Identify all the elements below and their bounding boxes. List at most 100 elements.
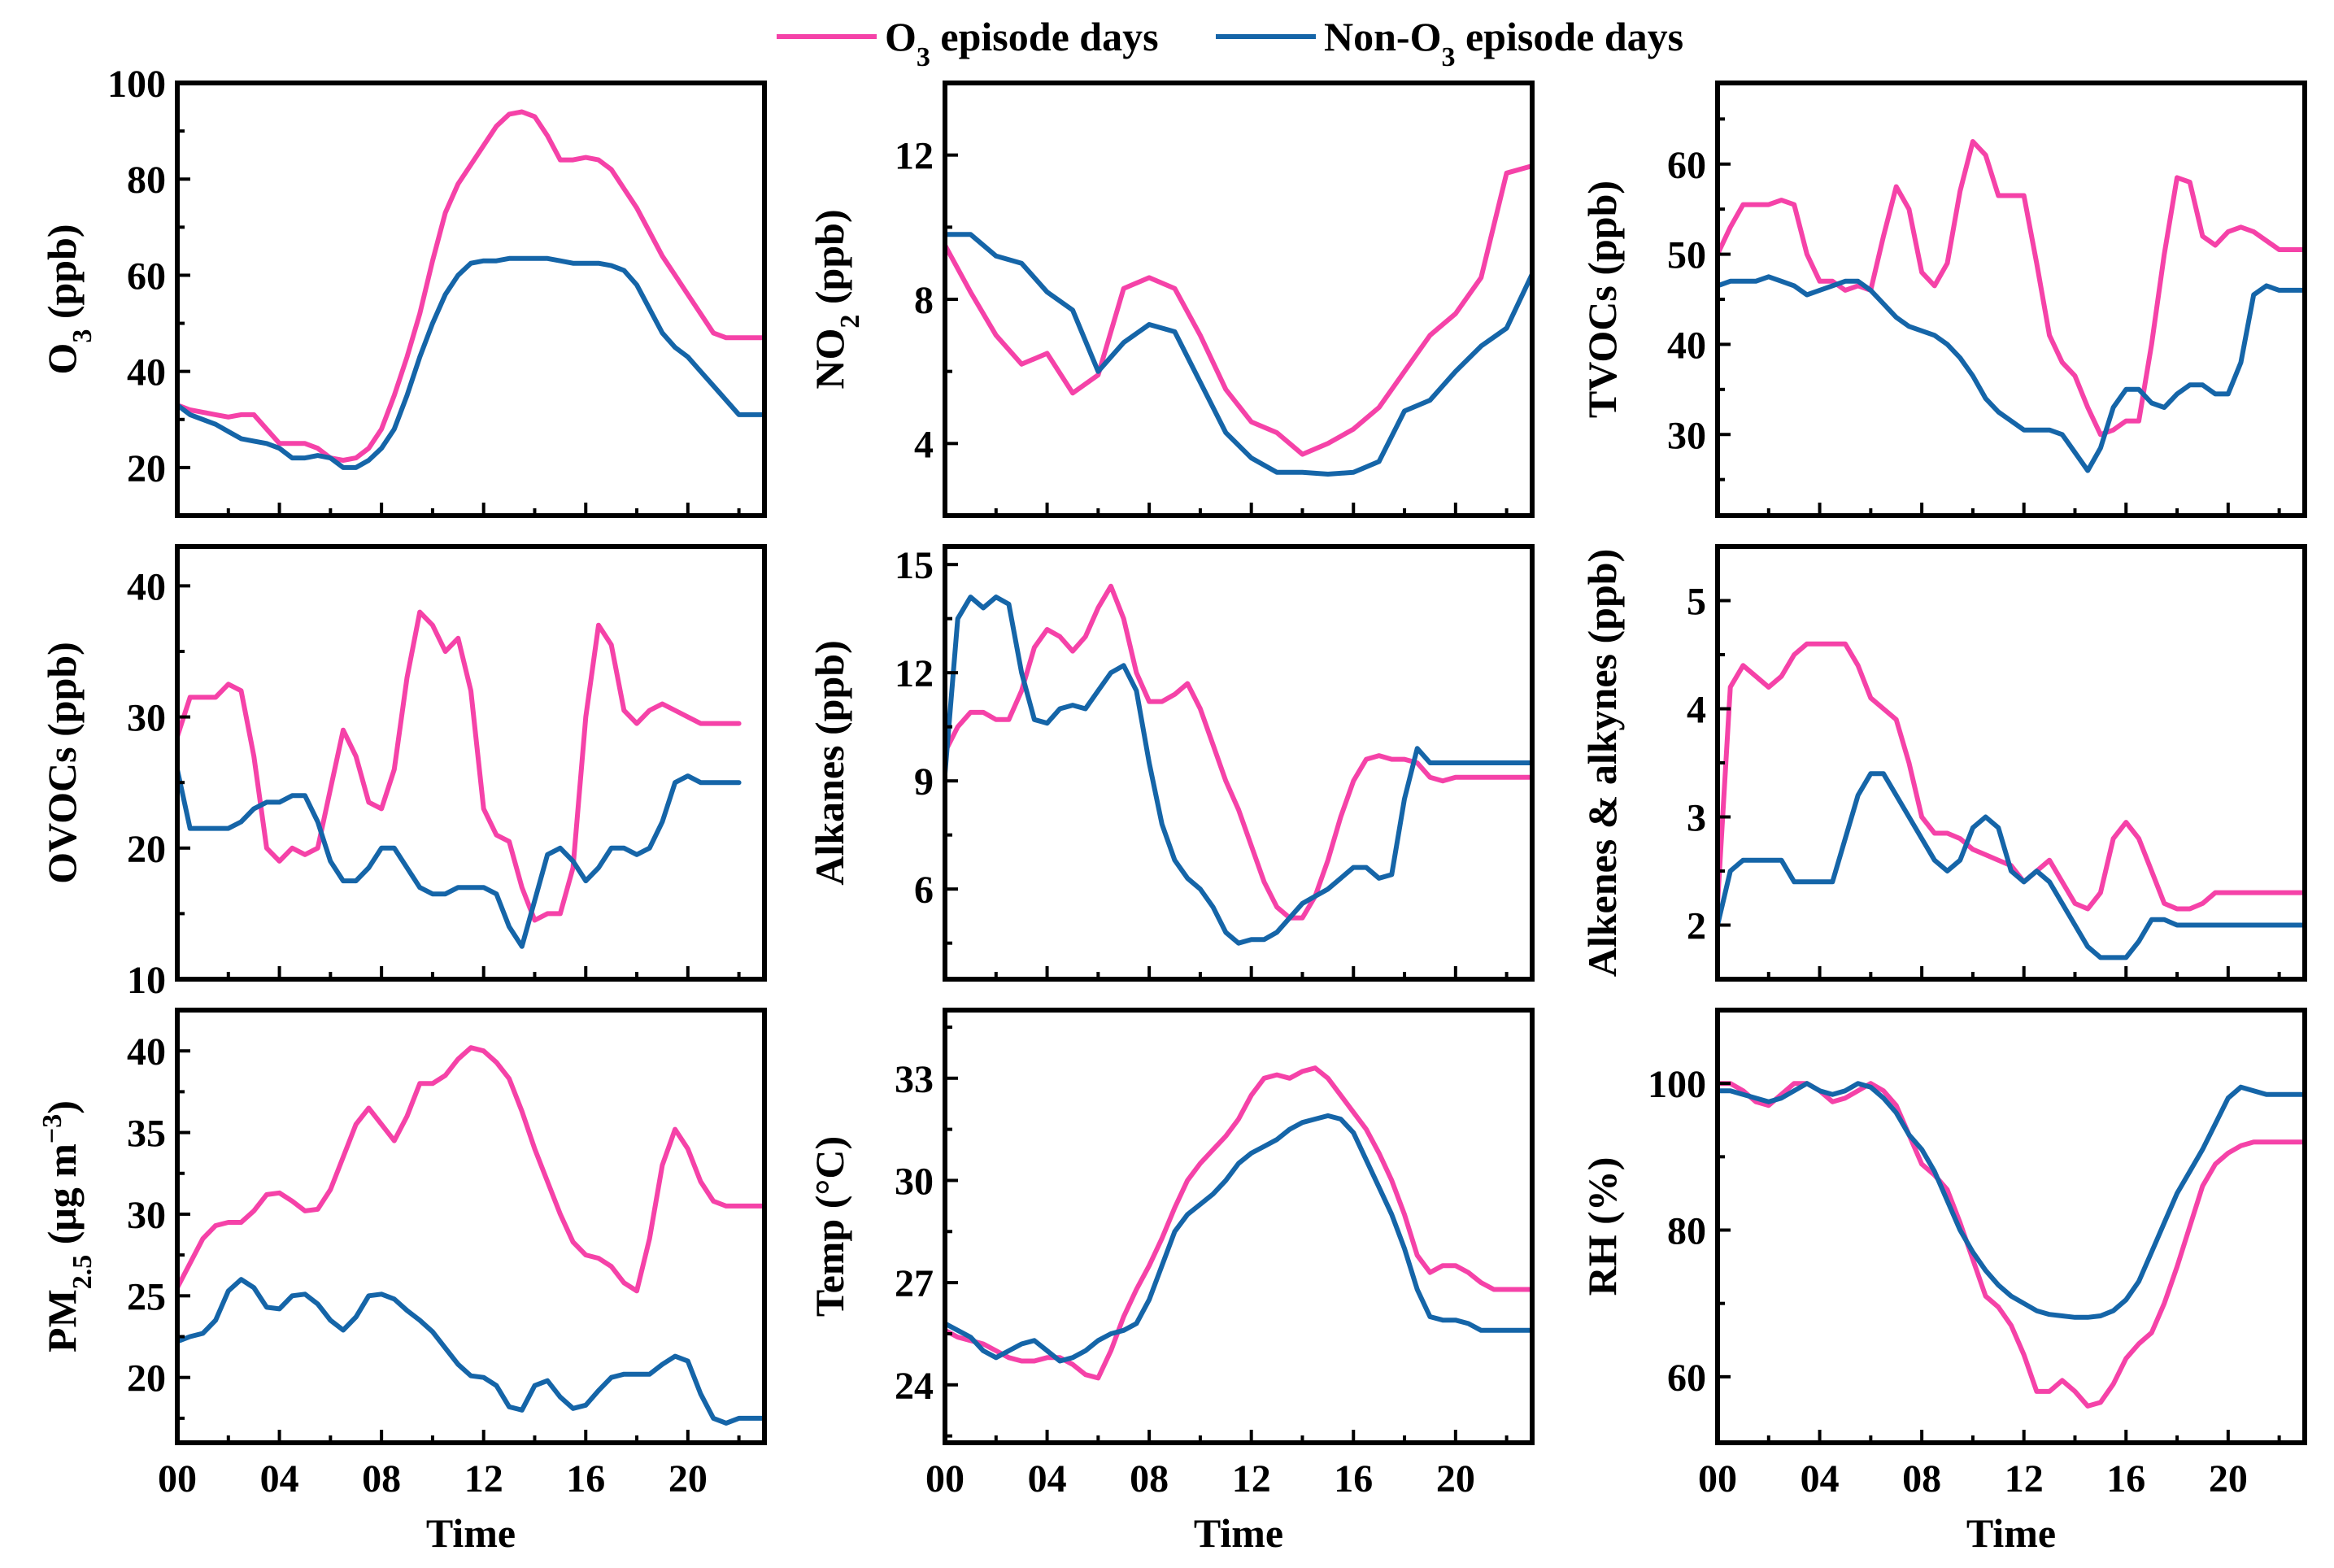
series-line-non-o3-episode — [177, 1277, 764, 1426]
y-tick-label: 60 — [1667, 144, 1706, 187]
y-axis-label: Alkanes (ppb) — [807, 640, 852, 886]
x-tick-label: 12 — [464, 1457, 503, 1500]
series-line-o3-episode — [945, 583, 1532, 921]
x-tick-label: 16 — [566, 1457, 605, 1500]
x-axis-label: Time — [1966, 1510, 2056, 1556]
panel-tvocs: 30 40 50 60 TVOCs (ppb) — [1579, 81, 2307, 518]
panel-alkenes: 2 3 4 5 Alkenes & alkynes (ppb) — [1579, 544, 2307, 982]
plot-frame — [943, 544, 1535, 982]
y-tick-label: 4 — [1687, 689, 1706, 732]
x-tick-label: 08 — [1902, 1457, 1941, 1500]
y-tick-label: 30 — [127, 697, 166, 740]
x-axis-label: Time — [1194, 1510, 1283, 1556]
y-tick-label: 100 — [1648, 1063, 1706, 1106]
x-tick-label: 04 — [1801, 1457, 1840, 1500]
x-tick-label: 20 — [1436, 1457, 1475, 1500]
y-tick-label: 40 — [127, 565, 166, 608]
x-tick-label: 20 — [2209, 1457, 2248, 1500]
series-line-non-o3-episode — [177, 767, 742, 949]
y-tick-label: 20 — [127, 1357, 166, 1400]
plot-frame — [943, 1008, 1535, 1445]
plot-frame — [1715, 1008, 2307, 1445]
y-axis-label: RH (%) — [1579, 1157, 1625, 1296]
y-tick-label: 35 — [127, 1113, 166, 1156]
y-tick-label: 40 — [127, 351, 166, 394]
y-tick-label: 60 — [127, 255, 166, 298]
plot-frame — [1715, 544, 2307, 982]
series-line-non-o3-episode — [945, 595, 1532, 946]
y-tick-label: 24 — [895, 1365, 934, 1408]
y-tick-label: 40 — [127, 1030, 166, 1074]
y-tick-label: 50 — [1667, 234, 1706, 277]
series-line-non-o3-episode — [1718, 771, 2305, 960]
y-tick-label: 20 — [127, 447, 166, 490]
y-tick-label: 3 — [1687, 797, 1706, 840]
panel-o3: 20 40 60 80 100 O3 (ppb) — [39, 63, 767, 518]
series-line-o3-episode — [1718, 1081, 2305, 1409]
series-line-o3-episode — [945, 1065, 1532, 1381]
x-tick-label: 04 — [1028, 1457, 1067, 1500]
y-axis-label: OVOCs (ppb) — [39, 642, 85, 884]
y-tick-label: 30 — [895, 1160, 934, 1203]
legend: O3 episode days Non-O3 episode days — [777, 14, 1683, 72]
y-tick-label: 27 — [895, 1262, 934, 1305]
x-tick-label: 00 — [158, 1457, 197, 1500]
y-tick-label: 12 — [895, 135, 934, 178]
plot-frame — [943, 81, 1535, 518]
y-axis-label: NO2 (ppb) — [807, 209, 865, 389]
y-tick-label: 30 — [1667, 414, 1706, 457]
series-line-non-o3-episode — [945, 232, 1532, 477]
x-tick-label: 12 — [2005, 1457, 2044, 1500]
x-tick-label: 20 — [668, 1457, 708, 1500]
x-tick-label: 08 — [362, 1457, 401, 1500]
legend-label-non-o3: Non-O3 episode days — [1324, 14, 1683, 72]
y-tick-label: 5 — [1687, 581, 1706, 624]
x-tick-label: 16 — [2106, 1457, 2145, 1500]
y-axis-label: O3 (ppb) — [39, 224, 98, 374]
y-tick-label: 8 — [914, 279, 934, 322]
plot-frame — [175, 81, 767, 518]
x-tick-label: 08 — [1130, 1457, 1169, 1500]
y-tick-label: 6 — [914, 869, 934, 912]
panel-pm25: 20 25 30 35 40 00 04 08 12 16 20 Time PM2.5 (μg m−3) — [37, 1008, 767, 1556]
x-tick-label: 12 — [1232, 1457, 1271, 1500]
y-tick-label: 2 — [1687, 905, 1706, 948]
x-axis-label: Time — [426, 1510, 516, 1556]
panel-rh: 60 80 100 00 04 08 12 16 20 Time RH (%) — [1579, 1008, 2307, 1556]
series-line-o3-episode — [177, 1045, 764, 1294]
y-tick-label: 80 — [127, 159, 166, 202]
series-line-o3-episode — [945, 163, 1532, 457]
series-line-o3-episode — [177, 109, 764, 463]
series-line-non-o3-episode — [177, 255, 764, 470]
y-axis-label: PM2.5 (μg m−3) — [37, 1100, 98, 1352]
y-tick-label: 4 — [914, 423, 934, 466]
panel-no2: 4 8 12 NO2 (ppb) — [807, 81, 1535, 518]
series-line-non-o3-episode — [945, 1113, 1532, 1364]
plot-frame — [175, 1008, 767, 1445]
y-tick-label: 25 — [127, 1275, 166, 1318]
series-line-o3-episode — [177, 609, 742, 923]
y-tick-label: 10 — [127, 959, 166, 1002]
y-tick-label: 40 — [1667, 324, 1706, 367]
x-tick-label: 00 — [1698, 1457, 1737, 1500]
series-line-non-o3-episode — [1718, 274, 2305, 473]
y-tick-label: 100 — [107, 63, 166, 106]
y-tick-label: 33 — [895, 1058, 934, 1101]
plot-frame — [175, 544, 767, 982]
y-axis-label: Temp (°C) — [807, 1136, 852, 1317]
legend-label-o3: O3 episode days — [885, 14, 1159, 72]
series-line-non-o3-episode — [1718, 1081, 2305, 1320]
y-axis-label: Alkenes & alkynes (ppb) — [1579, 549, 1625, 978]
x-tick-label: 00 — [925, 1457, 965, 1500]
panel-temp: 24 27 30 33 00 04 08 12 16 20 Time Temp (°C) — [807, 1008, 1535, 1556]
y-tick-label: 12 — [895, 652, 934, 695]
x-tick-label: 16 — [1334, 1457, 1373, 1500]
y-tick-label: 80 — [1667, 1210, 1706, 1253]
y-axis-label: TVOCs (ppb) — [1579, 181, 1625, 418]
x-tick-label: 04 — [260, 1457, 299, 1500]
series-line-o3-episode — [1718, 139, 2305, 438]
panel-alkanes: 6 9 12 15 Alkanes (ppb) — [807, 544, 1535, 982]
y-tick-label: 30 — [127, 1194, 166, 1237]
y-tick-label: 9 — [914, 760, 934, 804]
